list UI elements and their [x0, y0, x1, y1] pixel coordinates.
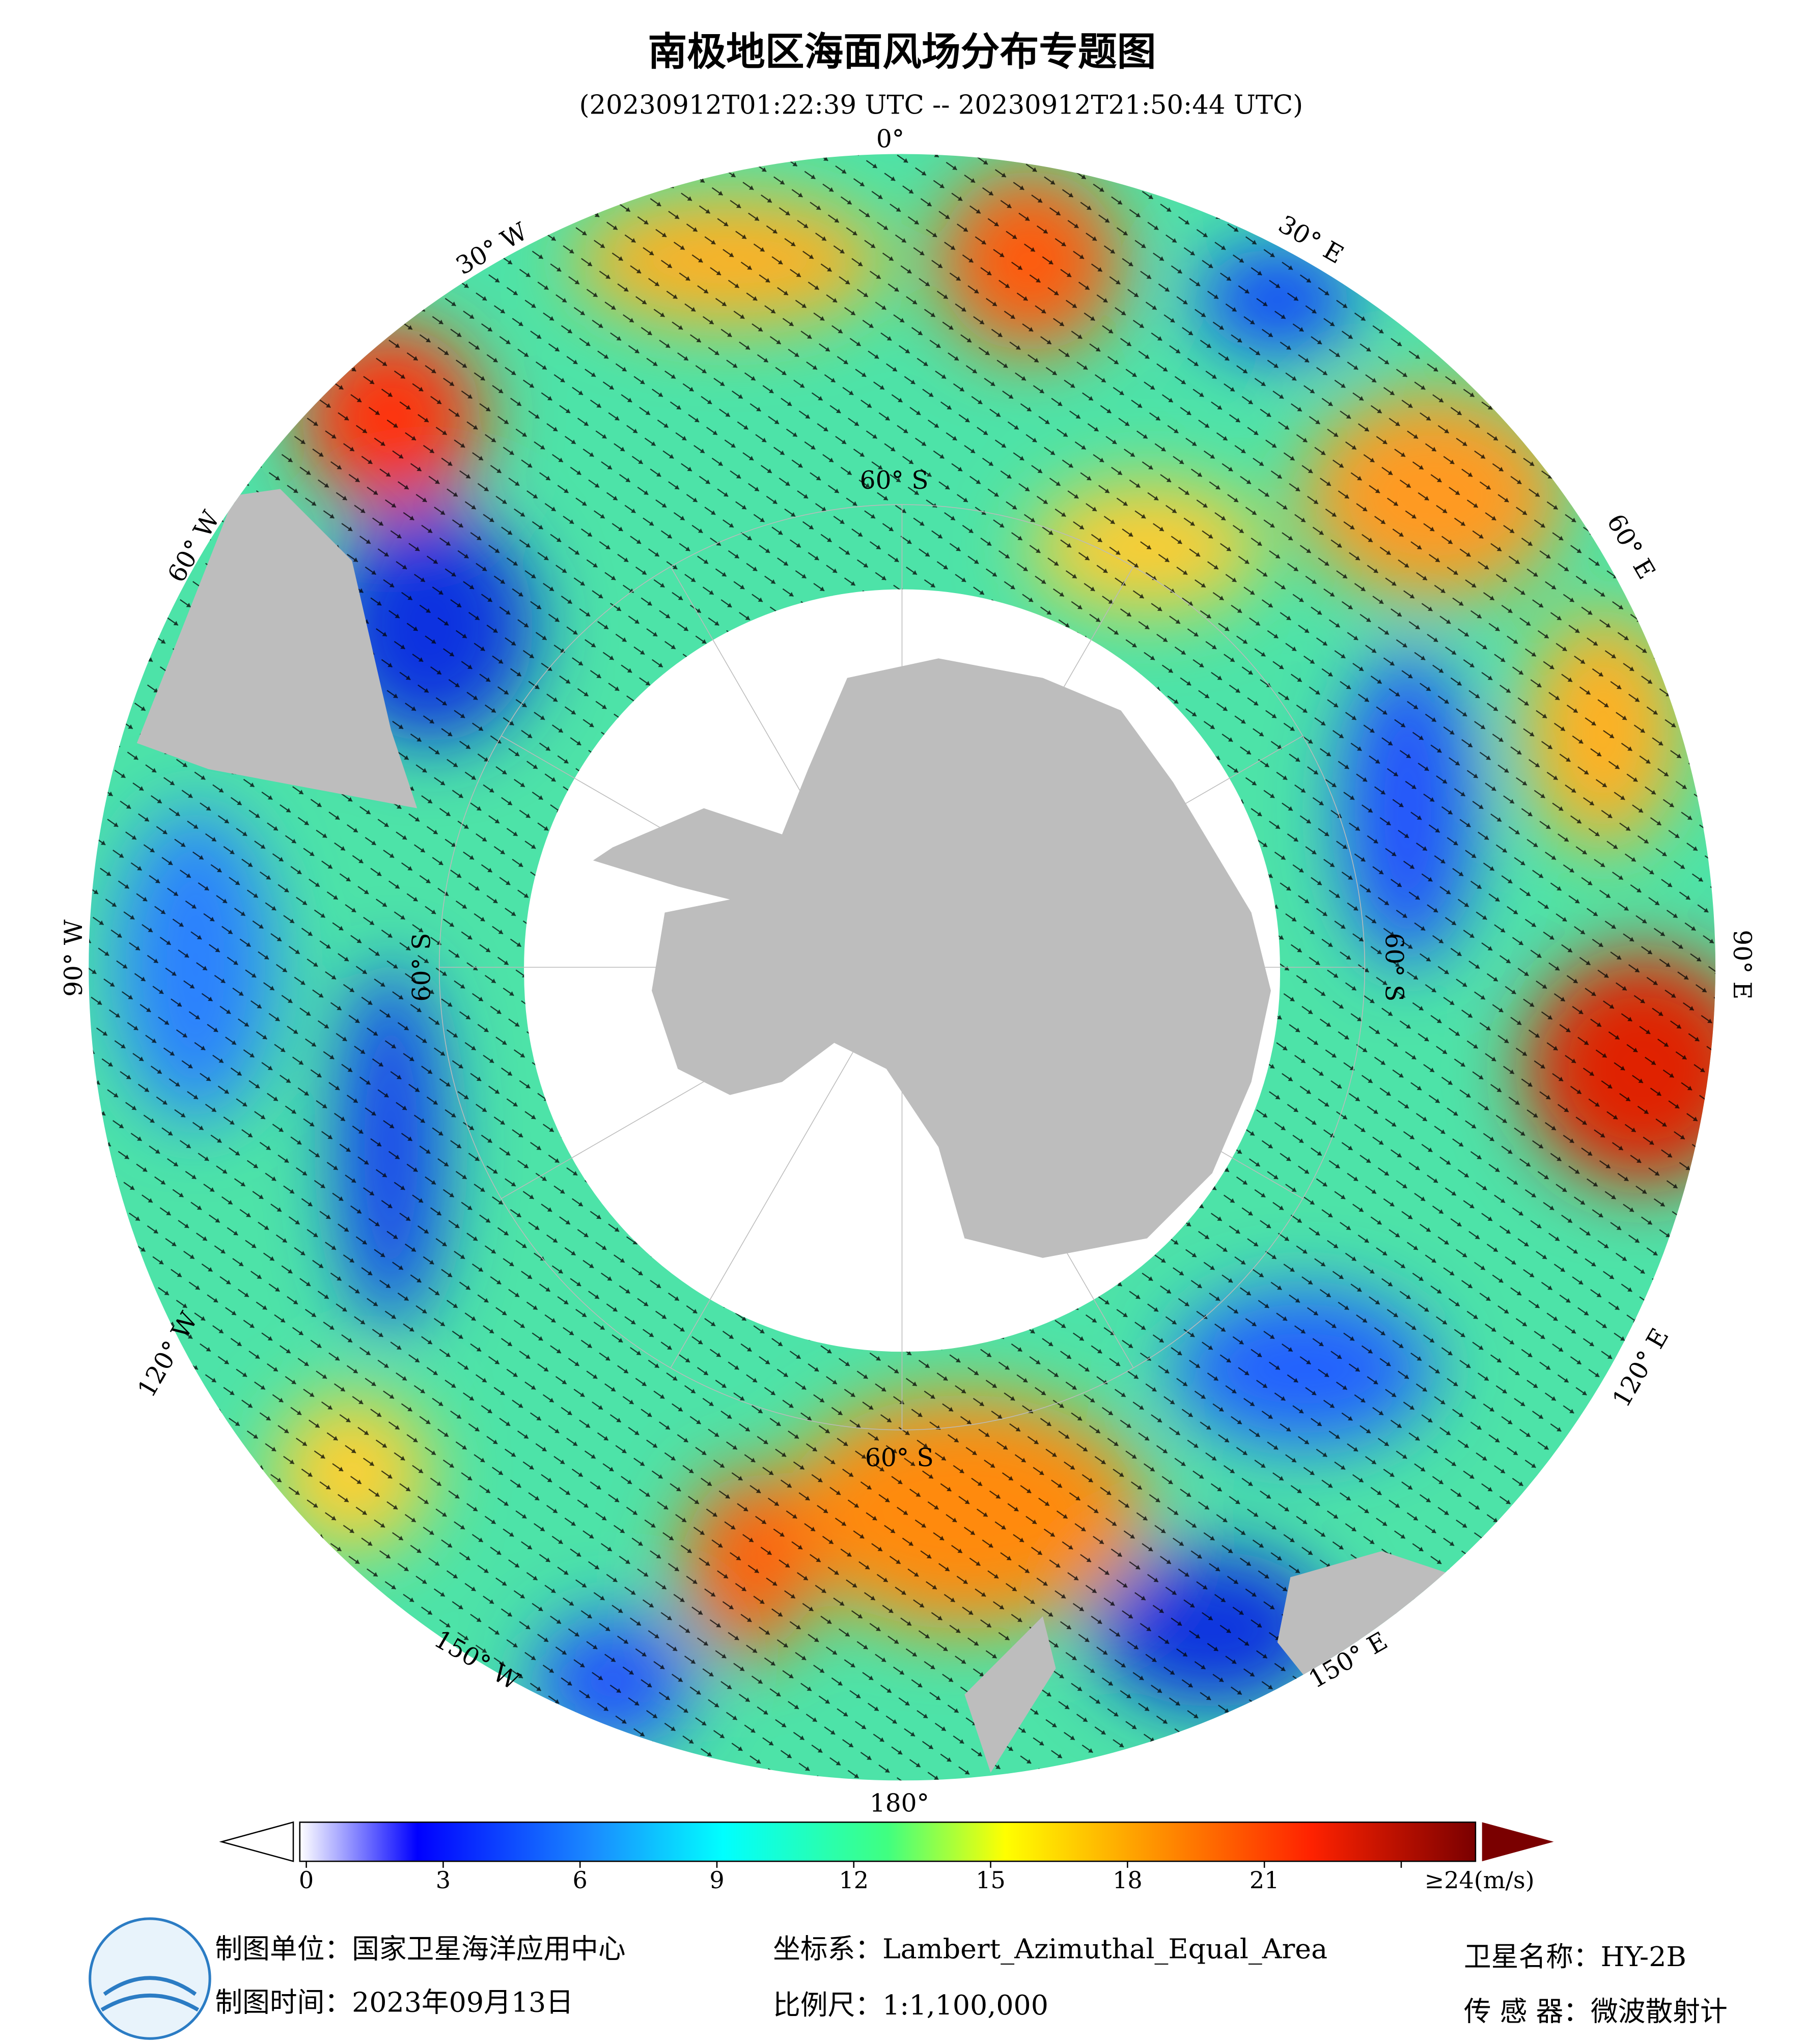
antarctica	[593, 658, 1271, 1258]
longitude-label: 90° W	[60, 919, 88, 997]
sensor: 传 感 器：微波散射计	[1464, 1996, 1728, 2028]
footer: 制图单位：国家卫星海洋应用中心 制图时间：2023年09月13日 坐标系：Lam…	[89, 1917, 1728, 2040]
subtitle: (20230912T01:22:39 UTC -- 20230912T21:50…	[579, 90, 1303, 120]
colorbar-tick-label: 18	[1113, 1866, 1143, 1894]
latitude-label: 60° S	[860, 466, 929, 495]
colorbar-tick-label: 0	[299, 1866, 314, 1894]
latitude-label: 60° S	[865, 1444, 934, 1472]
colorbar-tick-label: ≥24(m/s)	[1425, 1866, 1535, 1894]
colorbar: 0 3 6 9 12 15 18 21 ≥24(m/s)	[219, 1821, 1554, 1894]
colorbar-high	[1482, 1822, 1554, 1862]
latitude-label: 60° S	[407, 933, 436, 1001]
producer: 制图单位：国家卫星海洋应用中心	[215, 1933, 625, 1965]
colorbar-bar	[299, 1822, 1477, 1862]
longitude-label: 90° E	[1728, 930, 1756, 999]
date: 制图时间：2023年09月13日	[215, 1986, 573, 2019]
colorbar-tick-label: 6	[573, 1866, 588, 1894]
title: 南极地区海面风场分布专题图	[648, 29, 1156, 75]
colorbar-tick-label: 12	[839, 1866, 869, 1894]
satellite: 卫星名称：HY-2B	[1464, 1941, 1686, 1973]
longitude-label: 0°	[876, 125, 904, 153]
wind-field	[89, 154, 1716, 1781]
colorbar-tick-label: 9	[709, 1866, 724, 1894]
scale: 比例尺：1:1,100,000	[773, 1989, 1048, 2021]
colorbar-tick-label: 21	[1250, 1866, 1280, 1894]
latitude-label: 60° S	[1380, 933, 1408, 1001]
longitude-label: 180°	[870, 1789, 929, 1818]
colorbar-tick-label: 3	[436, 1866, 451, 1894]
crs: 坐标系：Lambert_Azimuthal_Equal_Area	[773, 1933, 1327, 1965]
colorbar-low	[219, 1821, 294, 1862]
map	[89, 154, 1716, 1781]
colorbar-tick-label: 15	[976, 1866, 1006, 1894]
